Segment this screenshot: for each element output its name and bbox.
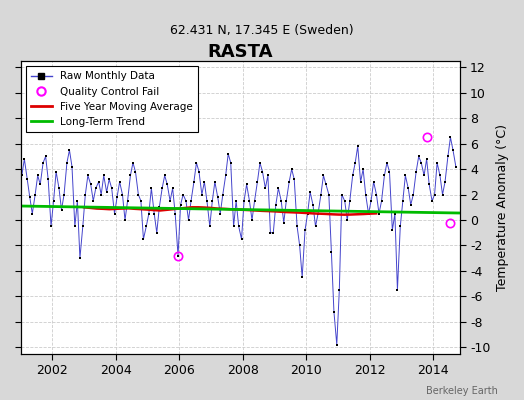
Legend: Raw Monthly Data, Quality Control Fail, Five Year Moving Average, Long-Term Tren: Raw Monthly Data, Quality Control Fail, … — [26, 66, 198, 132]
Y-axis label: Temperature Anomaly (°C): Temperature Anomaly (°C) — [496, 124, 509, 291]
Title: RASTA: RASTA — [208, 43, 273, 61]
Text: 62.431 N, 17.345 E (Sweden): 62.431 N, 17.345 E (Sweden) — [170, 24, 354, 37]
Text: Berkeley Earth: Berkeley Earth — [426, 386, 498, 396]
